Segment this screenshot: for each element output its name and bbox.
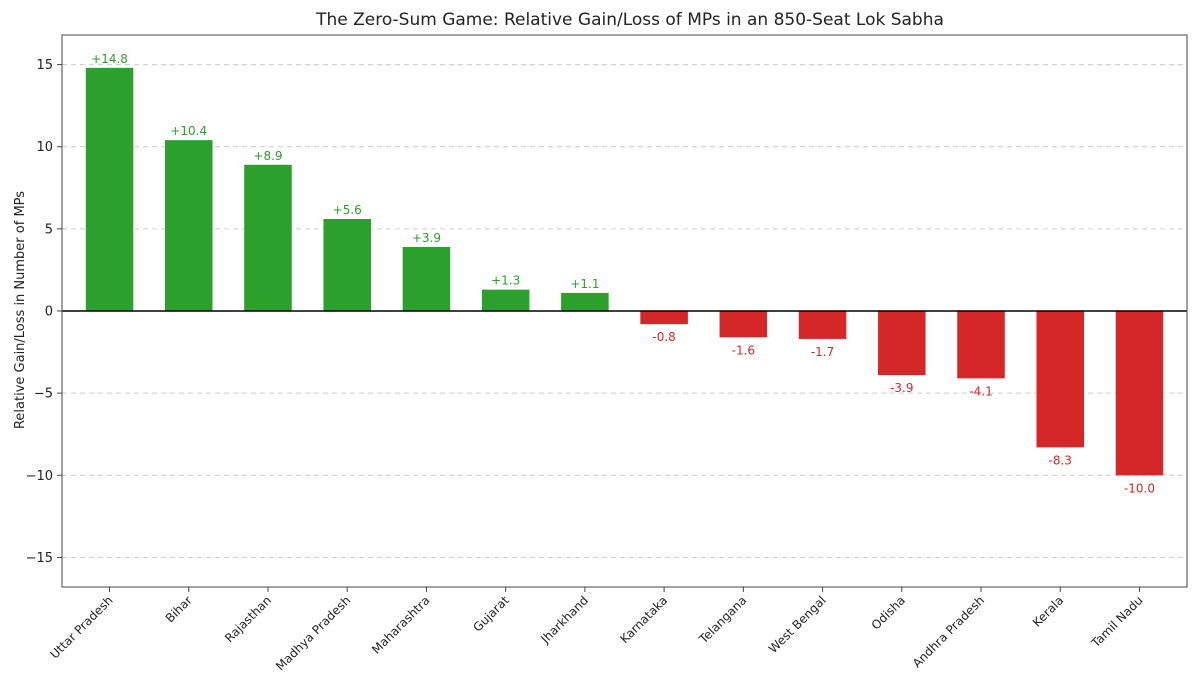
bar [957, 311, 1005, 379]
x-axis-ticks: Uttar Pradesh Bihar Rajasthan Madhya Prades… [47, 587, 1146, 673]
bar [561, 292, 609, 311]
data-label: -3.9 [890, 381, 913, 395]
data-label: -1.6 [732, 343, 755, 357]
x-tick-label: Rajasthan [222, 593, 274, 645]
bars [85, 67, 1164, 476]
data-label: -8.3 [1049, 453, 1072, 467]
data-label: +1.1 [570, 277, 599, 291]
y-tick-label: 0 [45, 305, 53, 320]
x-tick-label: Tamil Nadu [1088, 593, 1146, 651]
bar [323, 219, 371, 311]
bar [719, 311, 768, 338]
bar [640, 311, 688, 325]
data-label: -0.8 [652, 330, 675, 344]
data-label: +10.4 [170, 124, 207, 138]
data-label: +3.9 [412, 231, 441, 245]
x-tick-label: Andhra Pradesh [910, 593, 987, 670]
data-label: +1.3 [491, 274, 520, 288]
y-tick-label: −10 [26, 469, 53, 484]
data-label: +8.9 [253, 149, 282, 163]
data-label: -10.0 [1124, 481, 1155, 495]
grid-lines [62, 64, 1187, 558]
bar [1036, 311, 1085, 448]
x-tick-label: Jharkhand [538, 593, 591, 646]
x-tick-label: Maharashtra [369, 593, 433, 657]
bar [85, 67, 134, 311]
x-tick-label: West Bengal [766, 593, 829, 656]
data-label: +5.6 [333, 203, 362, 217]
y-axis-ticks: 15 10 5 0 −5 −10 −15 [26, 58, 62, 566]
x-tick-label: Telangana [696, 593, 750, 647]
y-axis-label: Relative Gain/Loss in Number of MPs [13, 191, 28, 429]
data-labels: +14.8 +10.4 +8.9 +5.6 +3.9 +1.3 +1.1 -0.8 -1.6 -1… [91, 52, 1155, 495]
bar [481, 289, 530, 311]
x-tick-label: Odisha [869, 593, 908, 632]
plot-frame [61, 34, 1188, 588]
x-tick-label: Karnataka [617, 593, 670, 646]
y-tick-label: 5 [45, 222, 53, 237]
x-tick-label: Gujarat [470, 593, 512, 635]
data-label: -4.1 [969, 384, 992, 398]
chart-title: The Zero-Sum Game: Relative Gain/Loss of… [315, 10, 944, 30]
x-tick-label: Kerala [1030, 593, 1067, 630]
bar [402, 246, 451, 311]
y-tick-label: −5 [34, 387, 53, 402]
y-tick-label: 10 [36, 140, 53, 155]
y-tick-label: −15 [26, 551, 53, 566]
x-tick-label: Uttar Pradesh [47, 593, 115, 661]
bar [244, 164, 292, 311]
bar [798, 311, 847, 339]
data-label: -1.7 [811, 345, 834, 359]
y-tick-label: 15 [36, 58, 53, 73]
bar [164, 140, 213, 311]
bar [1115, 311, 1164, 476]
bar [878, 311, 926, 376]
x-tick-label: Madhya Pradesh [273, 593, 353, 673]
data-label: +14.8 [91, 52, 128, 66]
x-tick-label: Bihar [163, 593, 195, 625]
